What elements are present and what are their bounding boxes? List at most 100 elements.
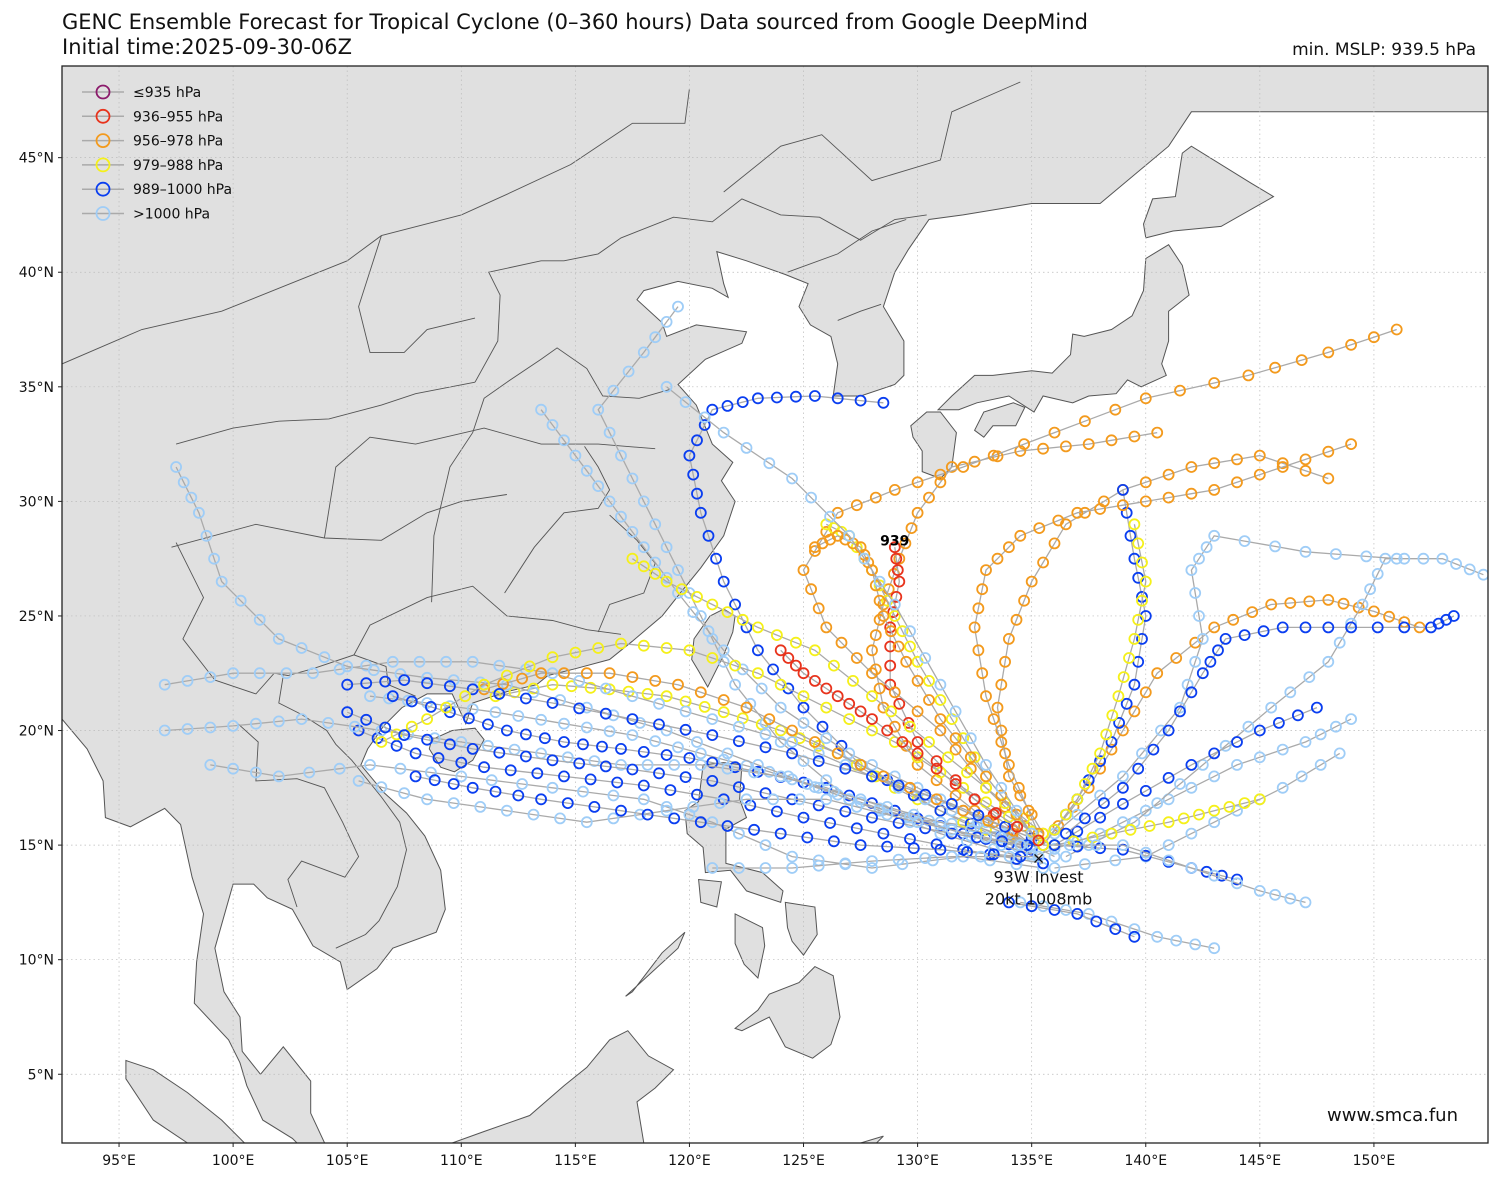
lon-tick-label: 140°E bbox=[1124, 1153, 1167, 1169]
track-point bbox=[1012, 781, 1025, 794]
track-point bbox=[1124, 823, 1137, 836]
track-point bbox=[824, 510, 836, 523]
track-point bbox=[786, 862, 798, 874]
track-point bbox=[272, 715, 285, 728]
track-point bbox=[546, 754, 559, 767]
track-line bbox=[1031, 718, 1352, 858]
track-point bbox=[740, 701, 753, 714]
track-line bbox=[1054, 752, 1341, 869]
track-point bbox=[698, 419, 711, 431]
track-point bbox=[687, 606, 700, 618]
track-point bbox=[660, 380, 673, 393]
track-point bbox=[945, 827, 958, 840]
track-point bbox=[1139, 785, 1152, 797]
track-point bbox=[360, 713, 373, 726]
track-point bbox=[683, 449, 696, 462]
track-point bbox=[249, 717, 262, 730]
track-point bbox=[459, 690, 472, 703]
track-point bbox=[649, 735, 662, 748]
track-point bbox=[740, 793, 753, 806]
track-point bbox=[364, 759, 376, 771]
track-point bbox=[790, 636, 802, 649]
track-point bbox=[649, 518, 662, 531]
track-point bbox=[208, 552, 221, 565]
border-layer bbox=[62, 81, 1021, 949]
lat-tick-label: 40°N bbox=[19, 265, 54, 281]
track-point bbox=[649, 675, 662, 687]
track-point bbox=[1037, 442, 1049, 455]
track-point bbox=[1037, 900, 1049, 913]
track-point bbox=[409, 770, 422, 783]
track-point bbox=[782, 652, 795, 664]
track-point bbox=[360, 677, 373, 690]
track-point bbox=[892, 640, 905, 653]
track-point bbox=[854, 394, 867, 407]
track-point bbox=[824, 817, 836, 829]
track-point bbox=[1132, 762, 1145, 775]
track-point bbox=[816, 720, 829, 733]
track-point bbox=[1128, 430, 1141, 443]
track-point bbox=[1273, 717, 1285, 729]
track-point bbox=[1398, 552, 1411, 565]
track-point bbox=[858, 552, 871, 565]
track-point bbox=[421, 677, 434, 690]
track-point bbox=[968, 793, 981, 806]
track-point bbox=[866, 770, 878, 783]
track-point bbox=[158, 724, 171, 737]
track-point bbox=[641, 759, 654, 771]
track-point bbox=[1450, 558, 1462, 570]
track-point bbox=[1193, 808, 1205, 821]
track-point bbox=[348, 720, 361, 733]
track-point bbox=[1139, 392, 1152, 405]
track-point bbox=[1390, 323, 1403, 336]
lat-tick-label: 35°N bbox=[19, 380, 54, 396]
track-point bbox=[1162, 816, 1175, 829]
lon-tick-label: 125°E bbox=[782, 1153, 825, 1169]
track-point bbox=[603, 667, 616, 680]
track-line bbox=[1054, 535, 1397, 835]
track-point bbox=[1253, 468, 1266, 481]
track-point bbox=[873, 594, 886, 607]
track-point bbox=[805, 491, 817, 504]
track-point bbox=[1299, 621, 1312, 634]
track-point bbox=[812, 781, 825, 794]
track-point bbox=[516, 778, 528, 790]
track-point bbox=[1136, 556, 1148, 569]
border-line bbox=[358, 235, 476, 353]
track-point bbox=[891, 564, 904, 576]
track-point bbox=[980, 831, 992, 844]
track-point bbox=[850, 652, 863, 664]
track-point bbox=[888, 686, 901, 699]
legend-marker-icon bbox=[95, 206, 111, 221]
track-point bbox=[976, 583, 989, 596]
legend-marker-icon bbox=[95, 108, 111, 124]
track-point bbox=[797, 667, 810, 680]
track-point bbox=[1204, 655, 1217, 668]
border-line bbox=[62, 88, 690, 365]
track-point bbox=[1295, 354, 1308, 367]
track-point bbox=[843, 697, 856, 710]
track-point bbox=[934, 694, 947, 706]
track-point bbox=[615, 510, 627, 523]
track-point bbox=[653, 697, 665, 710]
track-point bbox=[748, 823, 760, 836]
track-point bbox=[424, 701, 437, 713]
track-point bbox=[660, 315, 673, 328]
track-point bbox=[546, 678, 559, 691]
track-point bbox=[527, 808, 540, 821]
track-point bbox=[637, 346, 650, 359]
track-point bbox=[717, 706, 730, 719]
track-point bbox=[641, 688, 654, 700]
track-point bbox=[729, 598, 741, 611]
track-point bbox=[755, 682, 768, 695]
track-point bbox=[1269, 540, 1281, 553]
track-point bbox=[573, 757, 586, 770]
track-point bbox=[930, 755, 943, 767]
track-point bbox=[961, 766, 973, 779]
track-point bbox=[873, 579, 886, 592]
track-point bbox=[558, 736, 570, 748]
lon-tick-label: 110°E bbox=[440, 1153, 483, 1169]
track-point bbox=[888, 598, 901, 611]
track-point bbox=[801, 831, 814, 844]
track-point bbox=[577, 738, 589, 751]
